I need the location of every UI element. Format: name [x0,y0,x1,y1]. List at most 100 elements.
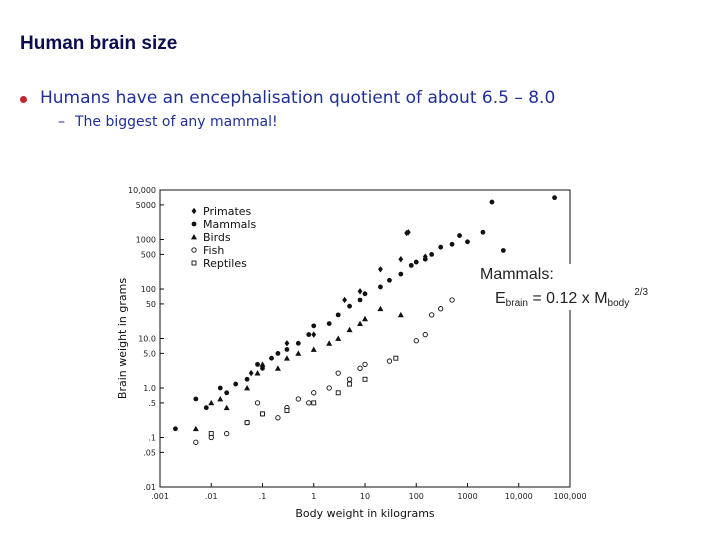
reptiles-point [362,376,368,382]
birds-point [283,355,290,361]
mammals-point [449,241,455,247]
y-tick-label: .05 [143,448,156,457]
birds-point [223,404,230,411]
fish-point [275,415,281,421]
primates-point [284,340,290,347]
y-tick-label: 100 [141,285,156,294]
y-tick-label: .5 [148,399,156,408]
birds-point [346,326,353,333]
fish-point [254,400,261,406]
birds-point [357,320,364,326]
mammals-point [465,239,470,245]
primates-point [378,266,383,273]
birds-point [295,350,302,356]
x-tick-label: .1 [259,492,267,501]
mammals-point [500,248,506,253]
formula-exponent: 2/3 [634,286,649,298]
sub-bullet-text: The biggest of any mammal! [75,114,278,130]
bullet-point: Humans have an encephalisation quotient … [20,88,555,108]
y-axis-label: Brain weight in grams [116,278,129,399]
legend-label-mammals: Mammals [203,218,256,231]
fish-point [346,376,353,382]
mammals-point [413,259,419,265]
fish-point [449,297,455,303]
mammal-formula-annotation: Mammals: Ebrain = 0.12 x Mbody 2/3 [480,264,649,311]
scatter-plot: 10,000 5000 1000 500 100 50 10.0 5.0 1.0 .5 .1 .05.… [116,186,587,520]
x-tick-label: .01 [205,492,218,501]
sub-bullet: – The biggest of any mammal! [58,114,278,130]
mammals-point [378,284,383,290]
mammals-point [284,347,290,352]
mammals-point [260,365,265,371]
legend-label-birds: Birds [203,231,231,244]
primates-point [405,229,411,236]
primates-point [342,296,348,304]
mammals-point [173,426,178,432]
birds-point [192,425,199,432]
legend-label-reptiles: Reptiles [203,257,247,270]
birds-point [362,315,368,322]
y-tick-label: 10.0 [138,335,156,344]
fish-point [413,338,419,344]
reptiles-point [260,411,265,417]
bullet-dot-icon [20,95,27,103]
reptiles-point [284,408,290,414]
mammals-point [203,405,209,411]
mammals-point [311,323,317,329]
primates-point [311,331,317,338]
birds-point [259,361,266,367]
formula-e-subscript: brain [505,297,528,309]
legend-marker-fish [191,247,197,253]
x-tick-label: 1 [311,492,316,501]
mammals-point [480,229,486,235]
mammals-point [438,244,444,250]
birds-point [310,346,317,352]
mammals-point [269,355,274,361]
mammals-point [335,312,341,318]
mammals-point [422,256,428,262]
legend-marker-reptiles [191,260,197,266]
x-tick-label: 10 [360,492,370,501]
fish-point [357,365,363,371]
reptiles-point [208,431,214,437]
y-tick-label: .1 [148,434,156,443]
y-tick-label: 1000 [136,236,156,245]
mammals-point [193,396,199,402]
reptiles-point [311,400,317,406]
reptiles-point [393,355,399,361]
y-tick-label: 5000 [136,201,156,210]
fish-point [386,358,393,364]
brain-body-chart: 10,000 5000 1000 500 100 50 10.0 5.0 1.0 .5 .1 .05.… [110,176,600,522]
mammals-point [295,340,301,346]
fish-point [306,400,312,406]
x-tick-label: 1000 [457,492,477,501]
annotation-heading: Mammals: [480,266,554,283]
legend-marker-primates [191,207,197,215]
fish-point [311,390,317,396]
bullet-text: Humans have an encephalisation quotient … [40,88,556,108]
birds-point [244,385,251,391]
y-tick-label: 1.0 [143,384,156,393]
primates-point [248,369,254,377]
slide-title: Human brain size [20,33,178,54]
formula-equals: = 0.12 x M [527,289,608,307]
mammals-point [347,303,352,309]
birds-point [377,305,384,312]
formula-m-subscript: body [607,297,630,309]
mammals-point [398,271,404,277]
mammals-point [429,252,435,257]
reptiles-point [335,390,341,396]
fish-point [429,312,435,318]
fish-point [326,385,332,391]
mammals-point [362,291,368,297]
mammals-point [233,381,239,387]
fish-point [335,370,341,376]
mammals-point [255,361,260,367]
fish-point [224,430,230,437]
mammals-point [244,376,250,382]
birds-point [274,365,281,371]
y-tick-label: .01 [143,483,156,492]
mammals-point [387,277,392,283]
x-axis-label: Body weight in kilograms [295,507,435,520]
fish-point [422,331,428,338]
